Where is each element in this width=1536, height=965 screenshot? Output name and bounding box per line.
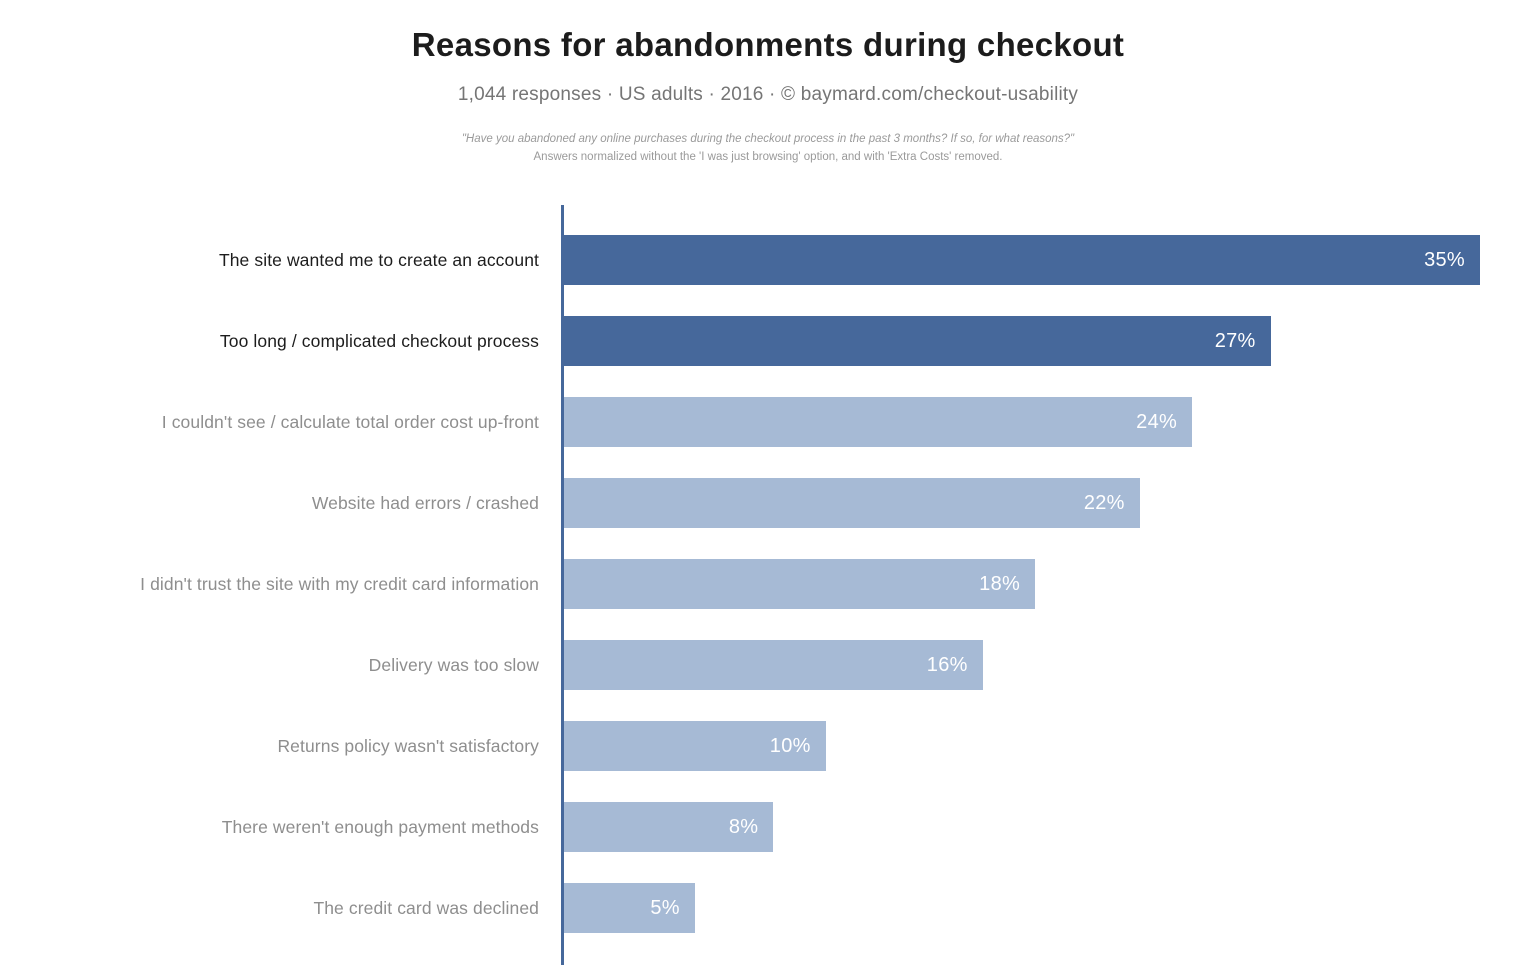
bar-row: Delivery was too slow 16% [56, 625, 1480, 706]
chart-title: Reasons for abandonments during checkout [411, 26, 1125, 63]
bar-value-label: 35% [1424, 248, 1465, 271]
chart-note-method: Answers normalized without the 'I was ju… [533, 151, 1003, 164]
bar-value-label: 8% [728, 815, 759, 838]
bar-value-label: 18% [979, 572, 1021, 595]
bar: 10% [564, 721, 826, 772]
bar-category-label: The credit card was declined [313, 897, 539, 918]
bar-category-label: Too long / complicated checkout process [219, 330, 539, 351]
bar-value-label: 22% [1083, 491, 1125, 514]
bar-row: Returns policy wasn't satisfactory 10% [56, 706, 1480, 787]
bar: 22% [564, 478, 1140, 529]
bar-track: 27% [564, 316, 1480, 367]
bar: 18% [564, 559, 1036, 610]
bar-row: I didn't trust the site with my credit c… [56, 544, 1480, 625]
bar-row: There weren't enough payment methods 8% [56, 787, 1480, 868]
bar-category-label: Returns policy wasn't satisfactory [277, 735, 539, 756]
chart-subtitle: 1,044 responses · US adults · 2016 · © b… [457, 84, 1079, 105]
bar: 27% [564, 316, 1271, 367]
bar-rows: The site wanted me to create an account 3… [56, 220, 1480, 949]
chart-note-question: "Have you abandoned any online purchases… [461, 133, 1075, 145]
bar-category-label: The site wanted me to create an account [218, 249, 539, 270]
bar: 8% [564, 802, 774, 853]
bar-track: 35% [564, 235, 1480, 286]
bar-row: The credit card was declined 5% [56, 868, 1480, 949]
bar-track: 18% [564, 559, 1480, 610]
y-axis-line [561, 204, 564, 965]
bar-track: 16% [564, 640, 1480, 691]
bar-category-label: I didn't trust the site with my credit c… [140, 573, 539, 594]
bar-category-label: Website had errors / crashed [311, 492, 539, 513]
bar-value-label: 10% [769, 734, 811, 757]
bar-row: Website had errors / crashed 22% [56, 463, 1480, 544]
bar-value-label: 24% [1136, 410, 1178, 433]
bar-value-label: 27% [1214, 329, 1256, 352]
plot-area: The site wanted me to create an account 3… [56, 204, 1480, 965]
bar: 5% [564, 883, 695, 934]
bar-row: I couldn't see / calculate total order c… [56, 382, 1480, 463]
bar-row: Too long / complicated checkout process 2… [56, 301, 1480, 382]
bar: 16% [564, 640, 983, 691]
bar-value-label: 5% [650, 896, 680, 919]
bar: 24% [564, 397, 1193, 448]
bar-track: 5% [564, 883, 1480, 934]
bar-row: The site wanted me to create an account 3… [56, 220, 1480, 301]
bar-category-label: There weren't enough payment methods [221, 816, 539, 837]
bar-track: 8% [564, 802, 1480, 853]
chart-header: Reasons for abandonments during checkout… [0, 0, 1536, 167]
bar-track: 24% [564, 397, 1480, 448]
bar: 35% [564, 235, 1480, 286]
bar-category-label: Delivery was too slow [368, 654, 539, 675]
bar-category-label: I couldn't see / calculate total order c… [161, 411, 539, 432]
bar-track: 22% [564, 478, 1480, 529]
bar-value-label: 16% [926, 653, 968, 676]
bar-track: 10% [564, 721, 1480, 772]
